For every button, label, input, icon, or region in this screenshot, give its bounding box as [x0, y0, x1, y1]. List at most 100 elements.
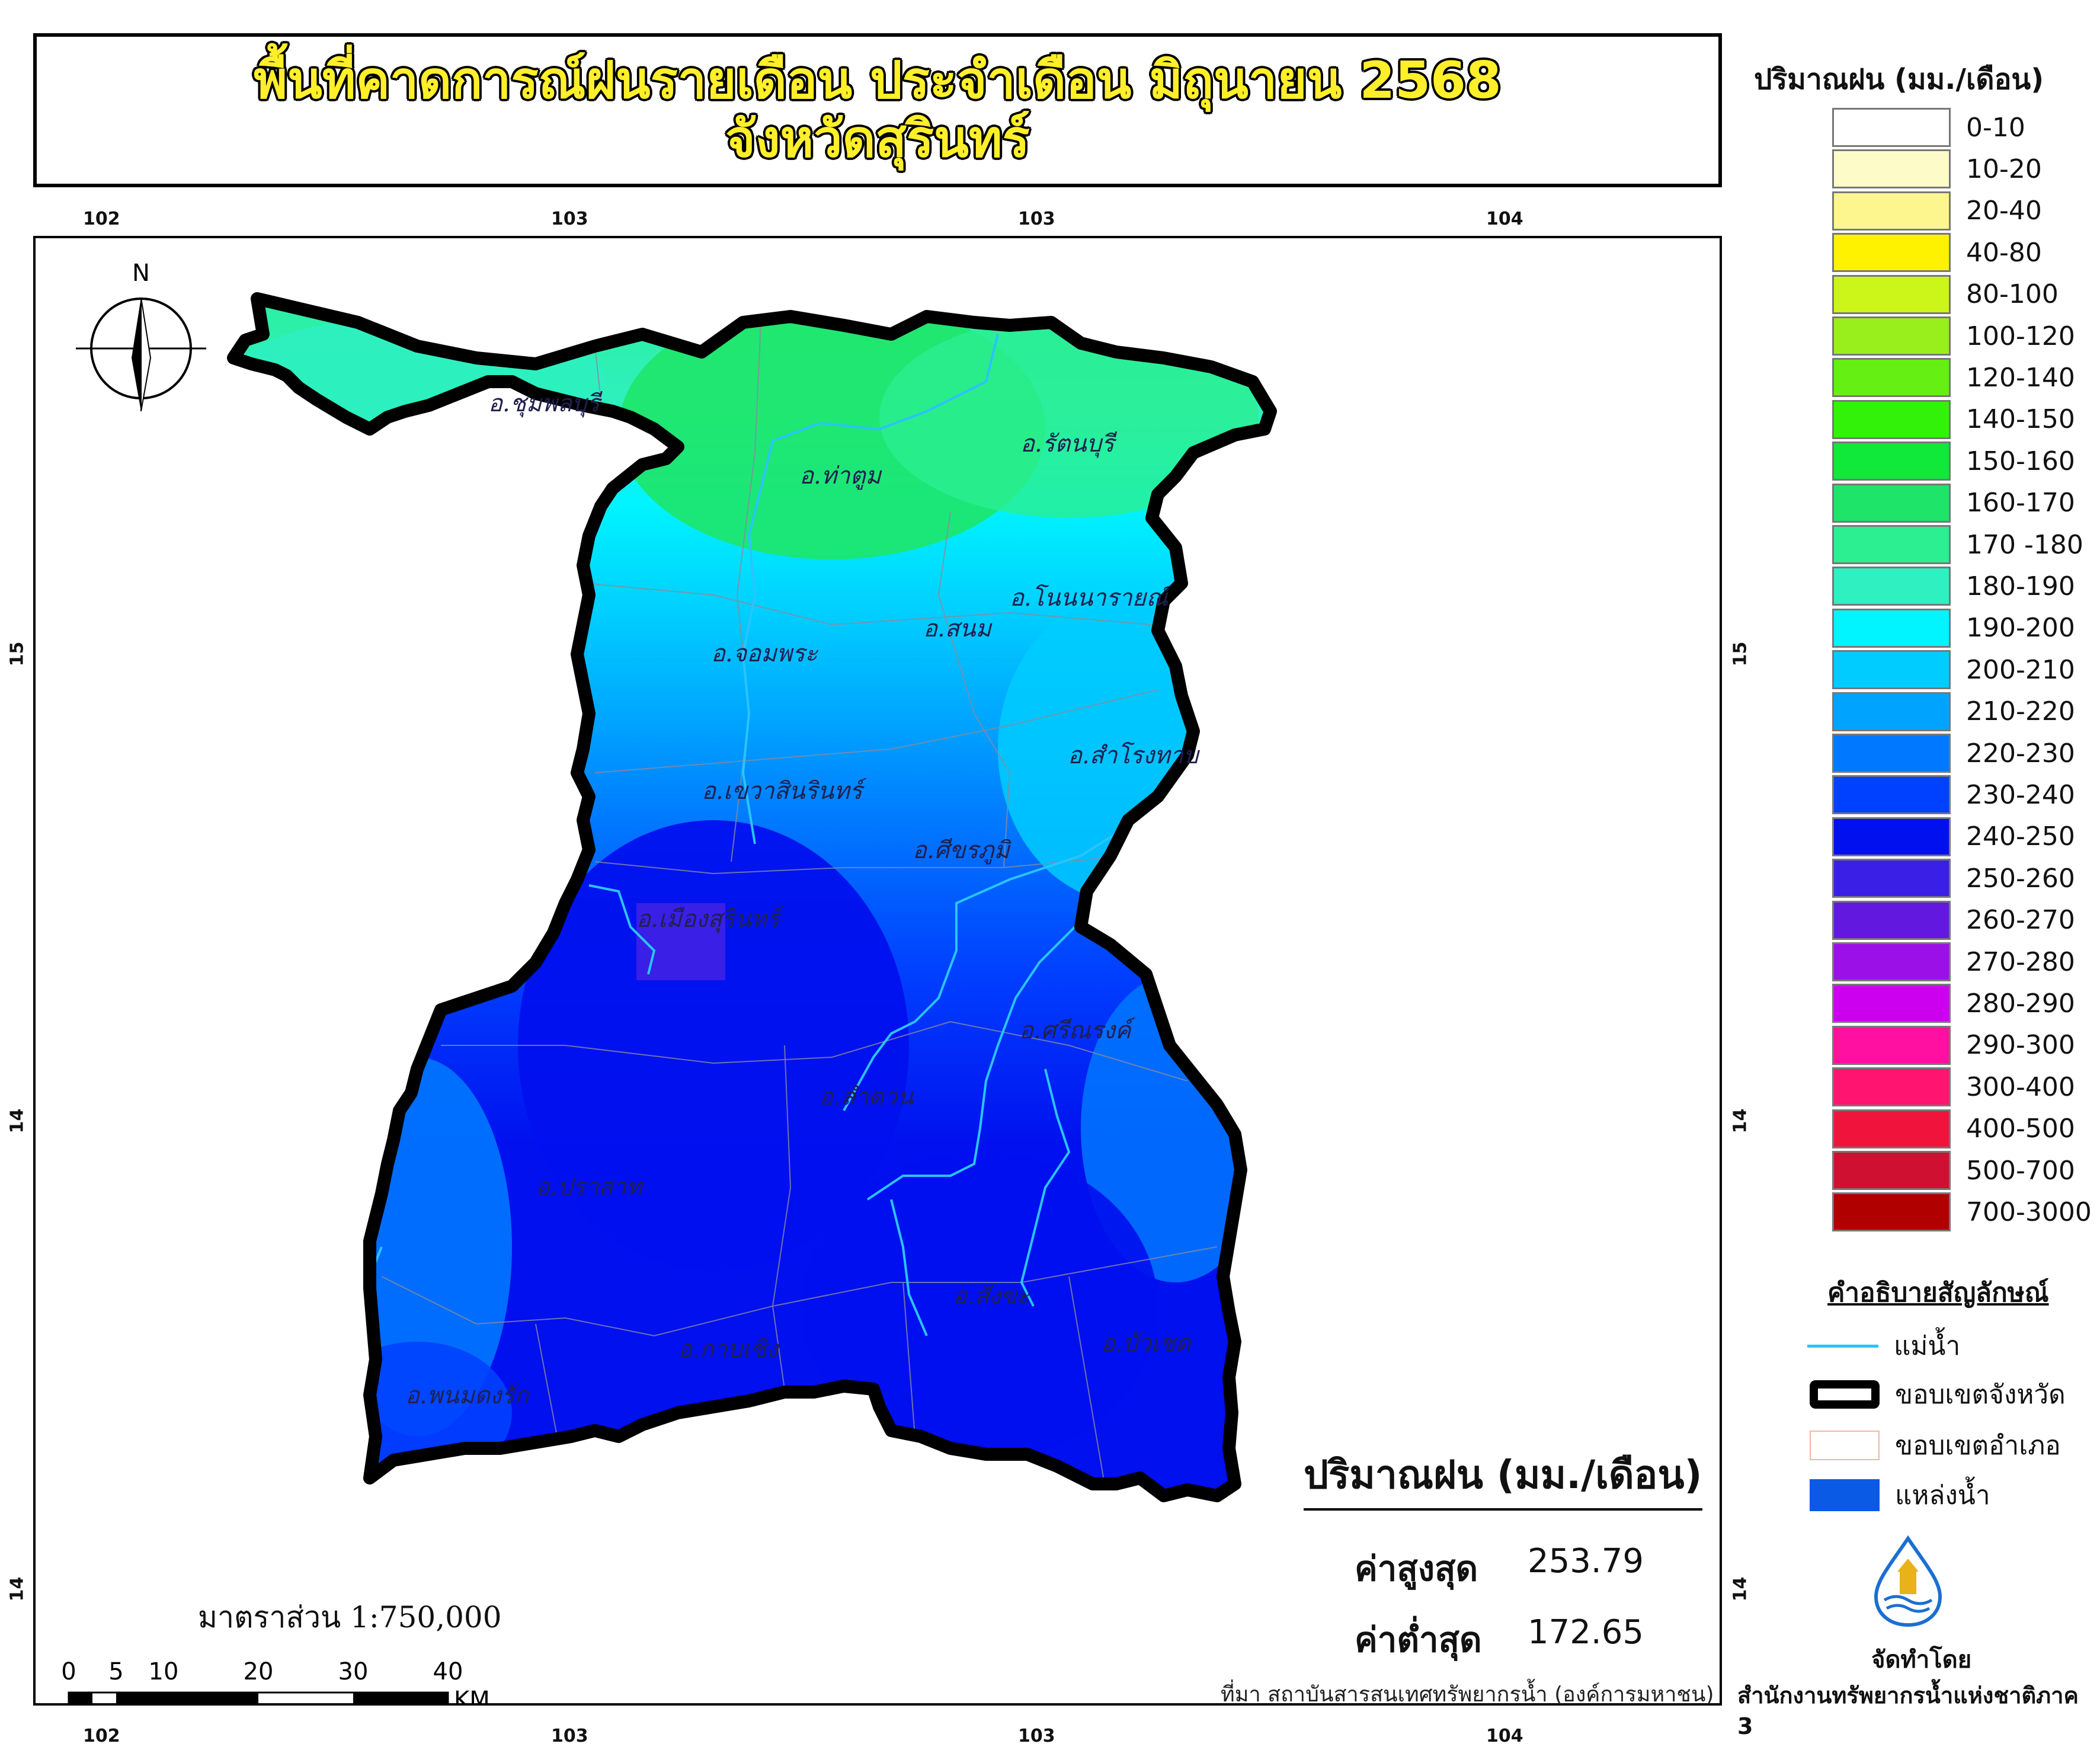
- legend-label: 700-3000: [1966, 1196, 2092, 1227]
- legend-label: 0-10: [1966, 112, 2025, 143]
- district-boundary-icon: [1810, 1431, 1880, 1460]
- legend-label: 220-230: [1966, 738, 2075, 769]
- lon-label-top-3: 103: [1018, 209, 1055, 229]
- district-label-tha-tum: อ.ท่าตูม: [799, 462, 883, 490]
- legend-item: 230-240: [1832, 774, 2075, 815]
- legend-label: 200-210: [1966, 654, 2075, 685]
- symbol-river: แม่น้ำ: [1807, 1325, 1960, 1367]
- max-value: 253.79: [1528, 1542, 1644, 1581]
- water-body-icon: [1810, 1479, 1880, 1511]
- producer-name: สำนักงานทรัพยากรน้ำแห่งชาติภาค 3: [1737, 1682, 2079, 1739]
- lat-label-right-1: 15: [1730, 641, 1751, 667]
- legend-swatch: [1832, 692, 1951, 731]
- scale-unit: KM: [454, 1687, 490, 1703]
- north-label: N: [132, 260, 150, 287]
- district-label-lamduan: อ.ลำดวน: [819, 1083, 914, 1111]
- legend-label: 190-200: [1966, 613, 2075, 644]
- district-label-prasat: อ.ปราสาท: [536, 1173, 644, 1201]
- stats-title: ปริมาณฝน (มม./เดือน): [1304, 1444, 1702, 1511]
- district-label-buachet: อ.บัวเชด: [1101, 1330, 1192, 1357]
- lon-label-top-4: 104: [1486, 209, 1523, 229]
- legend-swatch: [1832, 358, 1951, 398]
- scale-tick-5: 5: [108, 1658, 123, 1685]
- legend-swatch: [1832, 108, 1951, 147]
- legend-swatch: [1832, 900, 1951, 940]
- agency-logo: [1874, 1535, 1942, 1627]
- district-label-chom-phra: อ.จอมพระ: [711, 640, 818, 667]
- legend-item: 500-700: [1832, 1150, 2075, 1191]
- legend-item: 140-150: [1832, 399, 2075, 440]
- legend-label: 240-250: [1966, 821, 2075, 852]
- legend-swatch: [1832, 525, 1951, 564]
- legend-item: 400-500: [1832, 1108, 2075, 1150]
- district-label-kap-choeng: อ.กาบเชิง: [678, 1336, 780, 1363]
- legend-swatch: [1832, 734, 1951, 773]
- lat-label-left-2: 14: [7, 1108, 28, 1134]
- lat-label-left-1: 15: [7, 641, 28, 667]
- producer-label: จัดทำโดย: [1871, 1646, 1972, 1674]
- legend-item: 300-400: [1832, 1066, 2075, 1108]
- legend-label: 270-280: [1966, 946, 2075, 977]
- legend-item: 290-300: [1832, 1025, 2075, 1066]
- legend-label: 160-170: [1966, 488, 2075, 519]
- legend-label: 500-700: [1966, 1155, 2075, 1186]
- legend-title: ปริมาณฝน (มม./เดือน): [1754, 63, 2044, 96]
- legend-item: 210-220: [1832, 691, 2075, 732]
- legend-item: 180-190: [1832, 565, 2075, 607]
- legend-label: 280-290: [1966, 988, 2075, 1019]
- legend-item: 200-210: [1832, 649, 2075, 690]
- district-label-chumphon-buri: อ.ชุมพลบุรี: [488, 390, 603, 418]
- lon-label-top-2: 103: [551, 209, 588, 229]
- district-label-samrong-thap: อ.สำโรงทาบ: [1068, 741, 1201, 769]
- district-label-khwao-sinarin: อ.เขวาสินรินทร์: [702, 778, 867, 805]
- legend-swatch: [1832, 233, 1951, 273]
- legend-swatch: [1832, 274, 1951, 314]
- legend-label: 250-260: [1966, 863, 2075, 894]
- legend-label: 20-40: [1966, 196, 2042, 226]
- lon-label-bottom-1: 102: [83, 1726, 120, 1746]
- scale-ratio: มาตราส่วน 1:750,000: [198, 1600, 502, 1634]
- legend-swatch: [1832, 1025, 1951, 1065]
- legend-label: 150-160: [1966, 446, 2075, 476]
- legend-swatch: [1832, 316, 1951, 356]
- district-label-phanom-dong-rak: อ.พนมดงรัก: [405, 1382, 530, 1409]
- map-frame: N อ.ชุมพลบุรี อ.ท่าตูม อ.รัตนบุรี อ.โนนน…: [33, 236, 1722, 1706]
- lon-label-bottom-4: 104: [1486, 1726, 1523, 1746]
- legend-swatch: [1832, 650, 1951, 690]
- scale-bar: [68, 1691, 449, 1703]
- legend-item: 190-200: [1832, 607, 2075, 649]
- symbol-province-label: ขอบเขตจังหวัด: [1895, 1380, 2066, 1410]
- lon-label-bottom-2: 103: [551, 1726, 588, 1746]
- legend-swatch: [1832, 567, 1951, 606]
- lat-label-right-2: 14: [1730, 1108, 1751, 1134]
- legend-label: 40-80: [1966, 237, 2042, 268]
- lon-label-top-1: 102: [83, 209, 120, 229]
- symbol-water-body: แหล่งน้ำ: [1807, 1474, 1990, 1516]
- legend-swatch: [1832, 399, 1951, 439]
- legend-label: 170 -180: [1966, 529, 2083, 560]
- district-label-non-narai: อ.โนนนารายณ์: [1010, 584, 1173, 612]
- legend-item: 280-290: [1832, 983, 2075, 1024]
- symbol-river-label: แม่น้ำ: [1894, 1331, 1961, 1361]
- legend-label: 80-100: [1966, 279, 2059, 310]
- min-value: 172.65: [1528, 1613, 1644, 1652]
- legend-swatch: [1832, 149, 1951, 189]
- rainfall-map: N อ.ชุมพลบุรี อ.ท่าตูม อ.รัตนบุรี อ.โนนน…: [61, 260, 1720, 1703]
- symbol-province-boundary: ขอบเขตจังหวัด: [1807, 1374, 2066, 1415]
- scale-tick-0: 0: [61, 1658, 76, 1685]
- province-boundary-icon: [1810, 1380, 1880, 1409]
- legend-item: 150-160: [1832, 440, 2075, 482]
- legend-label: 10-20: [1966, 153, 2042, 184]
- legend-swatch: [1832, 1109, 1951, 1148]
- legend-label: 180-190: [1966, 571, 2075, 602]
- legend-label: 230-240: [1966, 779, 2075, 810]
- scale-tick-20: 20: [244, 1658, 274, 1685]
- legend-swatch: [1832, 984, 1951, 1023]
- symbol-district-boundary: ขอบเขตอำเภอ: [1807, 1425, 2061, 1466]
- legend-swatch: [1832, 608, 1951, 648]
- legend-item: 240-250: [1832, 816, 2075, 858]
- max-label: ค่าสูงสุด: [1355, 1549, 1478, 1589]
- legend-item: 160-170: [1832, 482, 2075, 524]
- legend-swatch: [1832, 942, 1951, 981]
- legend-item: 20-40: [1832, 190, 2042, 232]
